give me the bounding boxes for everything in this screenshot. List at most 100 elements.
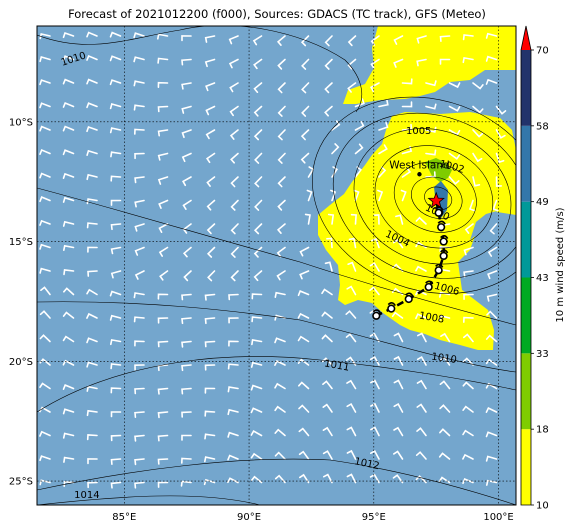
wind-barb xyxy=(462,453,474,460)
wind-barb xyxy=(109,55,122,62)
colorbar-tick-label: 10 xyxy=(536,501,549,512)
cyclone-symbol xyxy=(372,309,381,314)
wind-barb xyxy=(228,35,239,45)
isobar xyxy=(37,458,516,505)
wind-barb xyxy=(322,380,333,390)
wind-barb xyxy=(252,35,263,46)
wind-barb xyxy=(204,433,216,440)
wind-barb xyxy=(62,149,75,156)
wind-barb xyxy=(346,285,357,296)
wind-barb xyxy=(109,103,122,110)
wind-barb xyxy=(392,474,404,484)
wind-barb xyxy=(110,458,122,465)
wind-barb xyxy=(157,176,169,185)
wind-barb xyxy=(274,474,286,484)
wind-barb xyxy=(417,332,427,343)
wind-barb xyxy=(158,223,169,233)
wind-barb xyxy=(182,223,192,234)
wind-barb xyxy=(62,335,75,343)
wind-barb xyxy=(204,317,216,325)
colorbar-tick-label: 49 xyxy=(536,197,549,208)
wind-barb xyxy=(228,293,239,301)
colorbar-tick-label: 58 xyxy=(536,121,549,132)
wind-barb xyxy=(485,358,498,366)
wind-barb xyxy=(462,56,474,64)
wind-barb xyxy=(274,291,286,298)
wind-barb xyxy=(415,265,427,272)
cyclone-symbol xyxy=(435,263,444,268)
wind-barb xyxy=(370,426,380,437)
wind-barb xyxy=(416,427,427,437)
wind-barb xyxy=(227,431,239,438)
wind-barb xyxy=(485,55,498,62)
wind-barb xyxy=(370,379,380,390)
wind-barb xyxy=(181,152,192,163)
wind-barb xyxy=(203,478,216,486)
wind-barb xyxy=(346,449,357,460)
isobar-label: 1011 xyxy=(323,358,350,373)
wind-barb xyxy=(448,129,461,136)
track-line xyxy=(375,200,445,317)
track-point xyxy=(439,251,448,261)
wind-area-core xyxy=(425,158,452,182)
wind-barb xyxy=(182,176,192,187)
wind-barb xyxy=(350,213,357,225)
wind-barb xyxy=(230,152,239,164)
isobar-label: 1008 xyxy=(418,310,445,325)
wind-barb xyxy=(301,105,310,117)
wind-barb xyxy=(62,311,75,319)
wind-barb xyxy=(157,129,169,137)
wind-barb xyxy=(39,358,51,366)
wind-barb xyxy=(251,338,263,346)
wind-barb xyxy=(485,407,498,413)
wind-barb xyxy=(181,105,192,114)
wind-barb xyxy=(86,337,98,344)
pressure-contours xyxy=(37,26,516,505)
wind-barb xyxy=(472,129,484,138)
wind-barb xyxy=(439,428,451,437)
wind-barb xyxy=(39,196,51,203)
wind-barb xyxy=(206,246,216,258)
wind-barb xyxy=(86,222,98,229)
wind-barb xyxy=(277,199,286,211)
wind-barb xyxy=(274,314,286,321)
wind-barb xyxy=(254,152,263,164)
wind-barb xyxy=(133,316,145,323)
wind-barb xyxy=(472,82,484,90)
wind-barb xyxy=(489,223,498,235)
wind-barb xyxy=(157,317,169,324)
wind-barb xyxy=(395,214,404,225)
wind-barb xyxy=(62,125,75,132)
colorbar-extend-arrow xyxy=(521,26,531,50)
wind-barb xyxy=(157,57,169,64)
wind-barb xyxy=(133,292,145,299)
wind-barb xyxy=(370,450,380,460)
wind-barb xyxy=(369,286,380,296)
colorbar-segment xyxy=(521,429,531,505)
wind-barb xyxy=(39,219,51,226)
wind-barb xyxy=(487,270,498,280)
axis-ticks: 85°E 90°E 95°E 100°E 10°S 15°S 20°S 25°S xyxy=(9,117,514,523)
wind-barb xyxy=(230,270,239,282)
wind-barb xyxy=(253,105,263,117)
wind-barb xyxy=(227,477,239,484)
wind-barb xyxy=(425,103,437,110)
cyclone-symbol xyxy=(440,249,449,254)
wind-barb xyxy=(254,199,263,211)
wind-barb xyxy=(230,199,239,211)
wind-barb xyxy=(253,82,263,93)
wind-barb xyxy=(276,223,286,234)
wind-barb xyxy=(487,246,498,257)
track-point xyxy=(439,237,448,246)
isobar-label: 1005 xyxy=(406,126,431,137)
wind-barb xyxy=(86,173,98,181)
wind-barb xyxy=(393,403,404,413)
wind-barb xyxy=(495,152,505,164)
wind-barb xyxy=(204,387,216,394)
wind-barb xyxy=(39,479,51,486)
wind-barb xyxy=(345,310,357,319)
wind-barb xyxy=(472,152,483,163)
wind-barb xyxy=(468,199,475,212)
wind-barb xyxy=(40,286,51,296)
cyclone-symbol xyxy=(435,206,444,211)
